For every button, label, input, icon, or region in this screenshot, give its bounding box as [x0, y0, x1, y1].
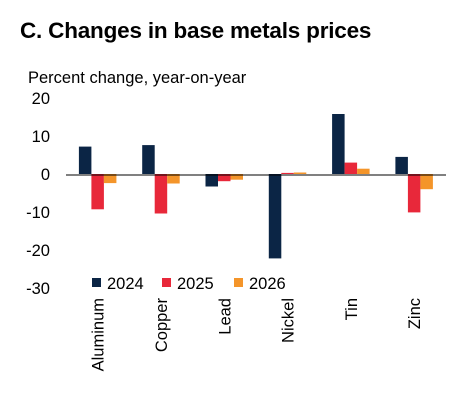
x-tick-label: Nickel	[280, 298, 298, 343]
bar-nickel-2026	[293, 172, 307, 174]
bars	[78, 114, 433, 259]
bar-lead-2026	[230, 174, 243, 180]
y-tick-labels: 20 10 0 -10 -20 -30	[26, 90, 50, 298]
bar-zinc-2026	[420, 174, 433, 190]
bar-tin-2026	[357, 168, 370, 174]
bar-lead-2024	[205, 174, 218, 187]
bar-copper-2025	[154, 174, 168, 214]
legend-swatch	[92, 278, 101, 287]
y-tick-label: -20	[26, 242, 50, 260]
bar-zinc-2025	[407, 174, 421, 213]
x-tick-label: Copper	[153, 298, 171, 353]
bar-nickel-2024	[268, 174, 282, 259]
bar-lead-2025	[218, 174, 231, 182]
bar-tin-2024	[332, 114, 345, 174]
y-tick-label: -30	[26, 280, 50, 298]
legend-label: 2026	[249, 275, 286, 293]
legend-label: 2025	[177, 275, 214, 293]
bar-nickel-2025	[281, 172, 294, 174]
legend: 2024 2025 2026	[92, 275, 286, 293]
y-tick-label: 0	[41, 166, 50, 184]
bar-zinc-2024	[395, 156, 408, 174]
x-tick-label: Aluminum	[90, 298, 108, 371]
bar-aluminum-2024	[78, 146, 92, 174]
y-tick-label: -10	[26, 204, 50, 222]
y-tick-label: 20	[32, 90, 50, 108]
bar-copper-2024	[142, 145, 155, 174]
legend-swatch	[234, 278, 243, 287]
x-tick-labels: Aluminum Copper Lead Nickel Tin Zinc	[90, 298, 424, 372]
bar-aluminum-2026	[103, 174, 117, 184]
bar-tin-2025	[344, 162, 358, 174]
legend-swatch	[162, 278, 171, 287]
y-tick-label: 10	[32, 128, 50, 146]
bar-aluminum-2025	[91, 174, 104, 210]
y-axis-label: Percent change, year-on-year	[28, 69, 247, 87]
x-tick-label: Lead	[216, 298, 234, 335]
x-tick-label: Tin	[343, 298, 361, 320]
x-tick-label: Zinc	[406, 298, 424, 329]
legend-label: 2024	[107, 275, 144, 293]
chart-title: C. Changes in base metals prices	[20, 18, 372, 43]
bar-copper-2026	[167, 174, 180, 184]
